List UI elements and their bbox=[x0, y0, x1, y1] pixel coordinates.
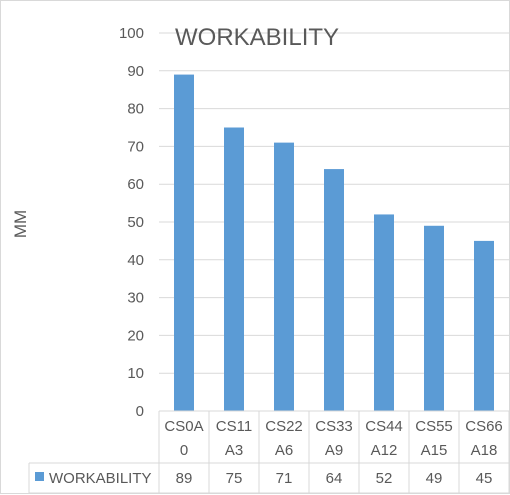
y-axis-label: MM bbox=[11, 210, 30, 238]
x-tick-label: CS44 bbox=[365, 418, 403, 435]
x-tick-label: CS66 bbox=[465, 418, 503, 435]
data-label: 45 bbox=[476, 470, 493, 487]
x-tick-label: A15 bbox=[421, 442, 448, 459]
x-tick-label: A3 bbox=[225, 442, 243, 459]
x-tick-label: CS0A bbox=[164, 418, 203, 435]
bar bbox=[424, 225, 444, 411]
bar bbox=[174, 74, 194, 411]
y-tick-label: 90 bbox=[127, 63, 144, 80]
bar bbox=[324, 169, 344, 411]
data-label: 49 bbox=[426, 470, 443, 487]
y-tick-label: 50 bbox=[127, 214, 144, 231]
x-tick-label: CS22 bbox=[265, 418, 303, 435]
data-label: 64 bbox=[326, 470, 343, 487]
data-table: CS0A 0 89 CS11 A3 75 CS22 A6 71 CS33 A9 64 CS44 A12 52… bbox=[28, 410, 510, 494]
x-tick-label: A9 bbox=[325, 442, 343, 459]
x-tick-label: 0 bbox=[180, 442, 188, 459]
y-tick-label: 0 bbox=[136, 403, 144, 420]
data-label: 52 bbox=[376, 470, 393, 487]
legend-swatch bbox=[35, 472, 44, 481]
bar bbox=[224, 127, 244, 411]
data-label: 75 bbox=[226, 470, 243, 487]
y-tick-label: 80 bbox=[127, 101, 144, 118]
y-tick-label: 100 bbox=[119, 25, 144, 42]
x-tick-label: CS33 bbox=[315, 418, 353, 435]
bar bbox=[274, 142, 294, 411]
bar bbox=[374, 214, 394, 411]
x-tick-label: A12 bbox=[371, 442, 398, 459]
bar bbox=[474, 240, 494, 411]
data-label: 71 bbox=[276, 470, 293, 487]
x-tick-label: A6 bbox=[275, 442, 293, 459]
legend-label: WORKABILITY bbox=[49, 470, 152, 487]
chart-title: WORKABILITY bbox=[175, 24, 339, 51]
y-tick-label: 70 bbox=[127, 138, 144, 155]
bars bbox=[174, 74, 494, 411]
x-tick-label: CS55 bbox=[415, 418, 453, 435]
x-tick-label: CS11 bbox=[216, 418, 252, 435]
y-tick-label: 30 bbox=[127, 290, 144, 307]
y-tick-label: 60 bbox=[127, 176, 144, 193]
y-tick-label: 20 bbox=[127, 327, 144, 344]
x-tick-label: A18 bbox=[471, 442, 498, 459]
y-tick-label: 40 bbox=[127, 252, 144, 269]
y-axis-ticks: 0 10 20 30 40 50 60 70 80 90 100 bbox=[119, 25, 144, 420]
y-tick-label: 10 bbox=[127, 365, 144, 382]
data-label: 89 bbox=[176, 470, 193, 487]
